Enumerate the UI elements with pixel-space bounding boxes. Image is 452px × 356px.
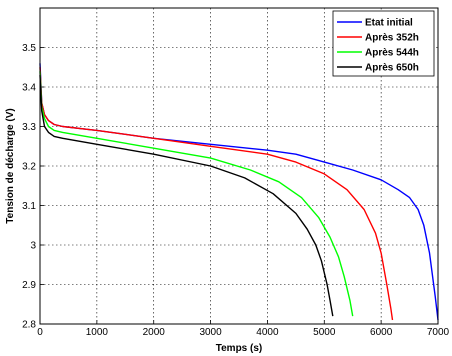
legend-label-4: Après 650h — [365, 63, 419, 74]
legend: Etat initial Après 352h Après 544h Après 65… — [332, 10, 435, 77]
x-tick-label: 0 — [37, 327, 43, 338]
legend-label-1: Etat initial — [365, 18, 413, 29]
x-tick-label: 5000 — [313, 327, 336, 338]
series-lines — [39, 63, 439, 321]
x-tick-label: 1000 — [86, 327, 109, 338]
y-tick-label: 2.8 — [22, 320, 36, 331]
y-tick-label: 3.2 — [22, 162, 36, 173]
x-tick-label: 7000 — [427, 327, 450, 338]
plot-frame — [39, 7, 439, 325]
y-tick-labels: 2.8 2.9 3 3.1 3.2 3.3 3.4 3.5 — [22, 43, 36, 331]
series-line-1 — [39, 63, 439, 321]
y-tick-label: 2.9 — [22, 280, 36, 291]
y-axis-label: Tension de décharge (V) — [5, 108, 16, 223]
x-tick-label: 4000 — [256, 327, 279, 338]
series-line-3 — [39, 71, 354, 317]
legend-label-2: Après 352h — [365, 33, 419, 44]
x-tick-labels: 0 1000 2000 3000 4000 5000 6000 7000 — [37, 327, 449, 338]
series-line-4 — [39, 75, 334, 317]
x-axis-label: Temps (s) — [216, 343, 263, 354]
x-tick-label: 3000 — [199, 327, 222, 338]
y-tick-label: 3.3 — [22, 122, 36, 133]
x-tick-label: 6000 — [370, 327, 393, 338]
legend-label-3: Après 544h — [365, 48, 419, 59]
y-tick-label: 3.4 — [22, 83, 36, 94]
y-tick-label: 3 — [30, 241, 36, 252]
y-tick-label: 3.1 — [22, 201, 36, 212]
y-tick-label: 3.5 — [22, 43, 36, 54]
series-line-2 — [39, 67, 394, 321]
x-tick-label: 2000 — [143, 327, 166, 338]
